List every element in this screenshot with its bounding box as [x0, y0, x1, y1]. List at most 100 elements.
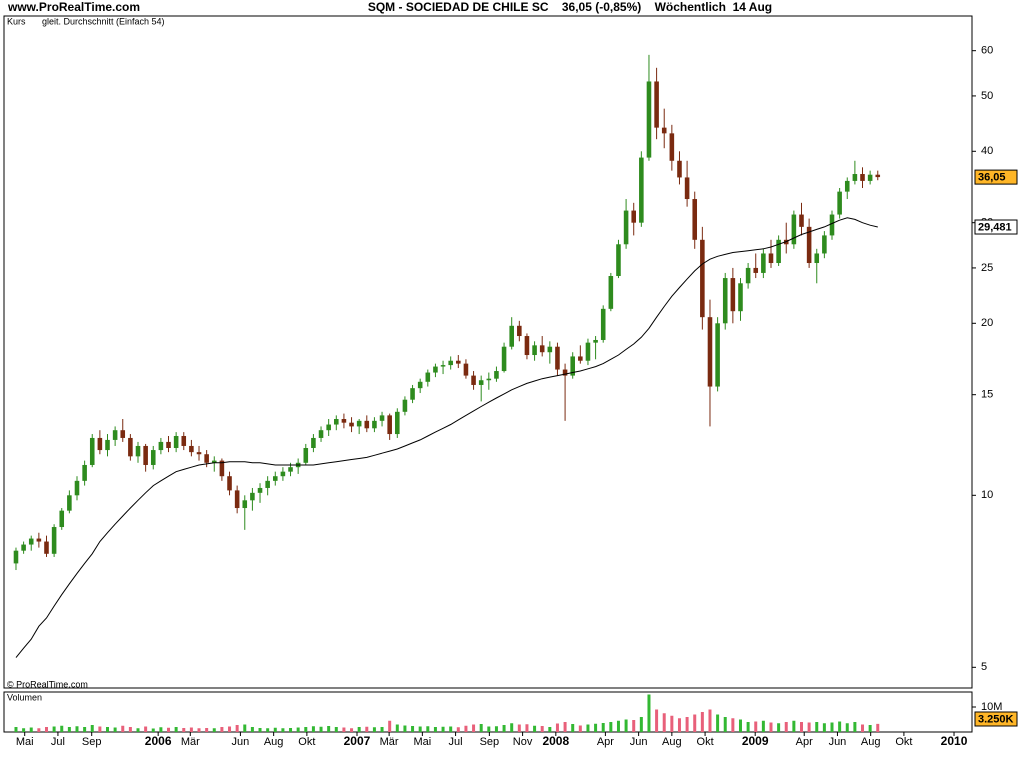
volume-bar [342, 727, 346, 732]
volume-bar [205, 728, 209, 732]
volume-bar [472, 724, 476, 732]
candle-body [669, 133, 675, 161]
volume-bar [296, 727, 300, 732]
volume-bar [479, 724, 483, 732]
volume-bar [380, 727, 384, 732]
candle-body [364, 420, 370, 429]
candle-body [524, 336, 530, 356]
volume-bar [662, 713, 666, 732]
candle-body [44, 541, 49, 554]
volume-bar [517, 724, 521, 732]
volume-bar [738, 719, 742, 732]
x-tick-label: 2008 [542, 734, 569, 748]
volume-bar [250, 727, 254, 732]
x-tick-label: Aug [264, 736, 284, 748]
candle-body [829, 214, 835, 236]
x-tick-label: Aug [861, 736, 881, 748]
volume-bar [571, 724, 575, 732]
candle-body [600, 308, 606, 340]
volume-bar [464, 725, 468, 732]
volume-bar [799, 722, 803, 732]
volume-bar [456, 727, 460, 732]
y-tick-label: 10 [981, 489, 993, 501]
candle-body [318, 430, 324, 438]
candle-body [631, 210, 637, 223]
x-tick-label: Okt [298, 736, 315, 748]
candle-body [608, 275, 614, 309]
legend-entry: gleit. Durchschnitt (Einfach 54) [42, 16, 165, 26]
volume-bar [700, 712, 704, 732]
volume-bar [769, 722, 773, 732]
candle-body [585, 342, 591, 361]
candle-body [334, 419, 339, 425]
candle-body [517, 325, 522, 337]
candle-body [272, 476, 278, 481]
volume-bar [106, 727, 110, 732]
volume-bar [639, 717, 643, 732]
candle-body [547, 346, 553, 353]
volume-bar [548, 727, 552, 732]
value-marker-label: 29,481 [978, 221, 1012, 233]
candle-body [74, 480, 80, 496]
candle-body [654, 81, 659, 128]
candle-body [570, 356, 575, 376]
volume-bar [494, 726, 498, 732]
volume-bar [182, 728, 186, 732]
candle-body [265, 480, 270, 488]
volume-bar [327, 726, 331, 732]
volume-bar [861, 724, 865, 732]
volume-bar [433, 727, 437, 732]
candle-body [135, 445, 141, 457]
candle-body [387, 415, 392, 435]
candle-body [257, 487, 263, 493]
volume-bar [395, 724, 399, 732]
candle-body [799, 214, 804, 227]
volume-bar [14, 727, 18, 732]
candle-body [753, 267, 759, 273]
candle-body [700, 239, 705, 318]
candle-body [486, 378, 492, 381]
volume-bar [647, 694, 651, 732]
candle-body [646, 81, 652, 158]
y-tick-label: 25 [981, 262, 993, 274]
volume-bar [723, 717, 727, 732]
candle-body [410, 388, 415, 400]
candle-body [501, 346, 507, 372]
x-tick-label: Jul [51, 736, 65, 748]
candle-body [128, 437, 133, 457]
volume-bar [128, 727, 132, 732]
volume-bar [235, 725, 239, 732]
candle-body [28, 538, 34, 545]
candle-body [189, 445, 194, 453]
candle-body [341, 419, 347, 423]
volume-bar [273, 727, 277, 732]
volume-bar [586, 724, 590, 732]
candle-body [158, 441, 164, 451]
candle-body [860, 174, 865, 181]
y-tick-label: 20 [981, 317, 993, 329]
x-tick-label: 2006 [145, 734, 172, 748]
candle-body [13, 550, 19, 564]
volume-bar [609, 722, 613, 732]
candle-body [112, 430, 118, 440]
plot: 51015202530405060MaiJulSep2006MärJunAugO… [7, 16, 1018, 748]
volume-bar [37, 728, 41, 732]
candle-body [806, 226, 812, 264]
volume-bar [807, 722, 811, 732]
candle-body [776, 239, 781, 264]
volume-bar [159, 727, 163, 732]
candle-body [150, 450, 156, 465]
candle-body [463, 363, 469, 376]
price-panel [3, 15, 973, 689]
candle-body [417, 381, 423, 389]
volume-bar [44, 727, 48, 732]
moving-average [15, 217, 878, 658]
volume-bar [60, 725, 64, 732]
volume-bar [281, 728, 285, 732]
candle-body [722, 278, 728, 324]
x-tick-label: Jun [232, 736, 250, 748]
volume-bar [533, 725, 537, 732]
candle-body [280, 471, 286, 477]
x-tick-label: Apr [796, 736, 813, 748]
